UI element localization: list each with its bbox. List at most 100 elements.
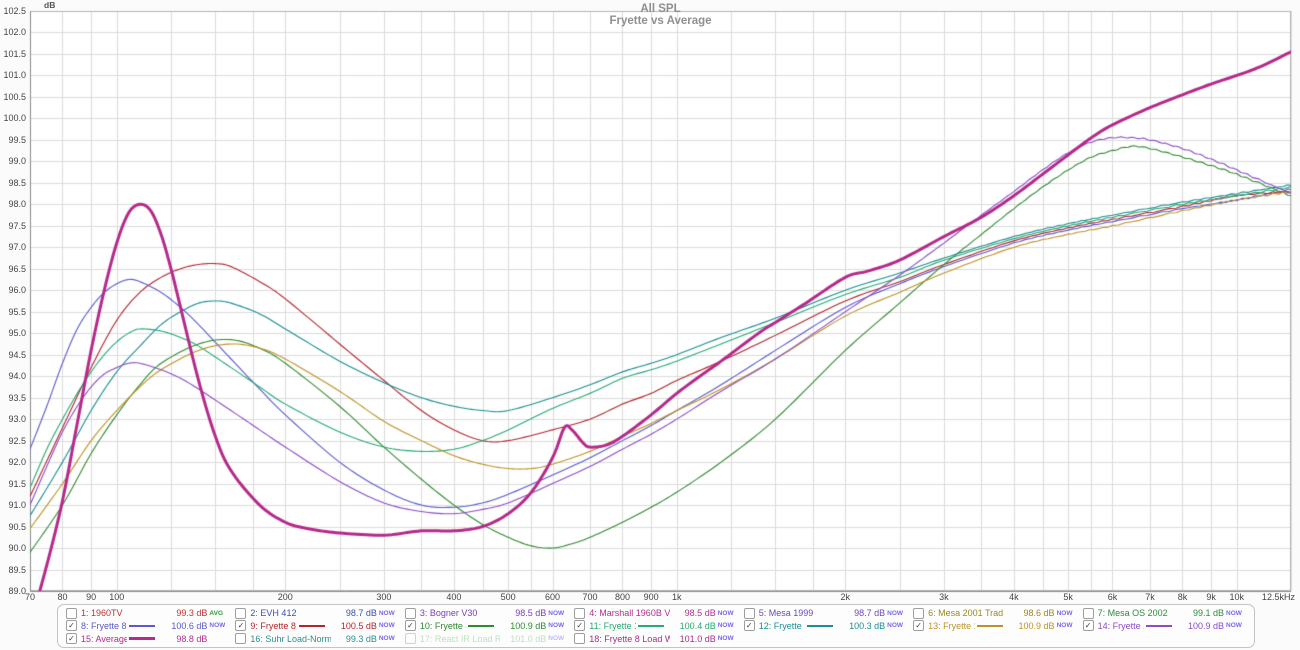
legend-item[interactable]: 3: Bogner V30 98.5 dB NOW [404,607,568,620]
legend-checkbox[interactable] [743,607,755,619]
legend-item-label: 13: Fryette 16 Deep Edge- [928,620,974,631]
legend-checkbox[interactable]: ✓ [743,620,755,632]
x-tick-label: 500 [500,592,516,602]
legend-checkbox[interactable] [66,607,77,619]
legend-empty-cell [744,632,907,645]
legend-item-label: 16: Suhr Load-Norm_04_dc [250,633,331,644]
legend-item-tag: NOW [1056,609,1073,617]
legend-item-label: 5: Mesa 1999 [758,608,814,619]
legend-checkbox[interactable]: ✓ [404,620,416,632]
legend-item[interactable]: 1: 1960TV 99.3 dB AVG [66,607,229,620]
legend-checkbox[interactable] [235,607,247,619]
x-tick-label: 5k [1063,592,1073,602]
x-tick-label: 900 [643,592,659,602]
legend-checkbox[interactable] [235,633,247,645]
legend-item-tag: NOW [548,622,565,630]
legend-item[interactable]: 5: Mesa 1999 98.7 dB NOW [743,607,907,620]
x-tick-label: 100 [109,592,125,602]
y-tick-label: 95.5 [8,306,26,317]
x-tick-label: 600 [544,592,561,602]
legend-checkbox[interactable]: ✓ [913,620,925,632]
legend-item-label: 17: React IR Load Resonanc [419,633,501,644]
y-tick-label: 91.0 [8,500,26,511]
legend-item-tag: NOW [1226,609,1242,617]
legend-trace-swatch [807,624,834,627]
legend-trace-swatch [637,624,664,627]
legend-empty-cell [1083,632,1246,645]
legend-item-value: 100.5 dB [340,620,377,631]
legend-trace-swatch [129,637,156,641]
legend-item-value: 101.0 dB [510,633,547,644]
legend-item[interactable]: 7: Mesa OS 2002 99.1 dB NOW [1082,607,1246,620]
legend-item-value: 98.6 dB [1023,608,1055,619]
y-tick-label: 93.0 [8,414,26,425]
legend-checkbox[interactable]: ✓ [574,620,586,632]
legend-item[interactable]: 2: EVH 412 98.7 dB NOW [235,607,398,620]
x-tick-label: 12.5kHz [1261,592,1295,602]
x-tick-label: 10k [1229,592,1244,602]
y-tick-label: 101.5 [3,48,26,59]
y-tick-label: 99.0 [8,156,26,167]
legend-checkbox[interactable]: ✓ [66,633,77,645]
x-tick-label: 90 [86,592,97,602]
legend-item-value: 100.3 dB [849,620,886,631]
legend-item-value: 99.1 dB [1192,608,1224,619]
legend-checkbox[interactable] [574,633,586,645]
y-tick-label: 89.5 [8,564,26,575]
y-tick-label: 97.5 [8,220,26,231]
legend-item-tag: NOW [717,622,734,630]
legend-item-value: 100.9 dB [1187,620,1224,631]
y-tick-label: 98.5 [8,177,26,188]
legend-item-value: 98.7 dB [345,608,377,619]
legend-checkbox[interactable]: ✓ [66,620,77,632]
y-tick-label: 92.5 [8,435,26,446]
y-tick-label: 94.0 [8,371,26,382]
legend-item[interactable]: 6: Mesa 2001 Trad 98.6 dB NOW [913,607,1076,620]
legend-checkbox[interactable] [1082,607,1094,619]
x-tick-label: 800 [614,592,630,602]
y-tick-label: 91.5 [8,478,26,489]
legend-item-value: 98.5 dB [515,608,547,619]
legend-item-label: 6: Mesa 2001 Trad [928,608,1004,619]
x-tick-label: 2k [840,592,851,602]
legend-item-tag: AVG [209,609,224,617]
y-tick-label: 95.0 [8,328,26,339]
y-tick-label: 100.5 [3,91,26,102]
y-tick-label: 93.5 [8,392,26,403]
y-tick-label: 98.0 [8,199,26,210]
legend-item-tag: NOW [548,635,565,643]
legend-checkbox[interactable] [404,607,416,619]
x-tick-label: 300 [376,592,392,602]
legend-item-label: 9: Fryette 8 Load Deep Bri [250,620,296,631]
legend-item-label: 1: 1960TV [81,608,123,619]
legend-item-label: 11: Fryette 16 Warm Brite [589,620,635,631]
legend-empty-cell [913,632,1076,645]
x-tick-label: 9k [1206,592,1216,602]
legend-checkbox[interactable] [404,633,416,645]
x-tick-label: 80 [57,592,68,602]
legend-item[interactable]: ✓ 15: Average 1 98.8 dB [66,632,229,645]
y-tick-label: 99.5 [8,134,26,145]
legend-item-value: 100.9 dB [1018,620,1055,631]
legend-item-value: 100.9 dB [510,620,547,631]
legend-checkbox[interactable] [574,607,586,619]
legend-checkbox[interactable] [913,607,925,619]
y-axis-unit-label: dB [44,0,56,10]
x-tick-label: 7k [1145,592,1155,602]
y-tick-label: 90.5 [8,521,26,532]
legend-checkbox[interactable]: ✓ [235,620,247,632]
legend-checkbox[interactable]: ✓ [1082,620,1094,632]
y-tick-label: 92.0 [8,457,26,468]
